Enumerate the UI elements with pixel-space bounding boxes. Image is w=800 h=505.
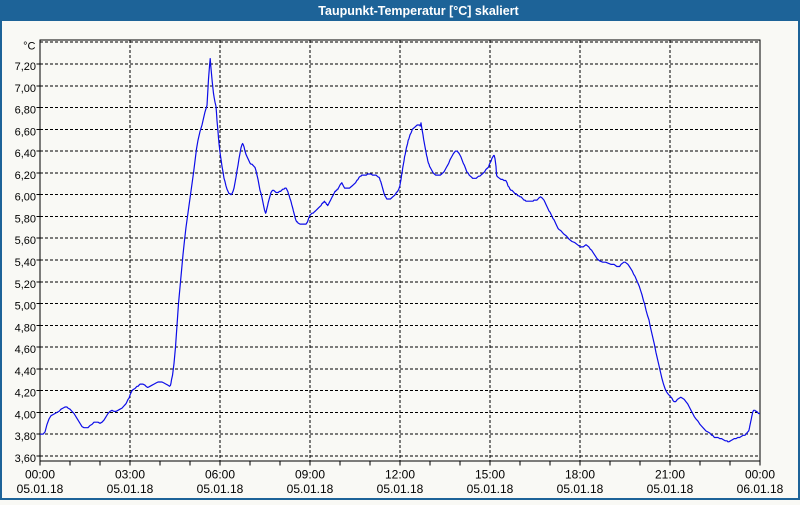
svg-text:6,40: 6,40 [15,148,36,160]
svg-text:06.01.18: 06.01.18 [737,482,784,496]
svg-text:21:00: 21:00 [655,468,685,482]
svg-text:05.01.18: 05.01.18 [197,482,244,496]
svg-text:6,60: 6,60 [15,126,36,138]
svg-text:18:00: 18:00 [565,468,595,482]
svg-text:05.01.18: 05.01.18 [647,482,694,496]
svg-text:4,00: 4,00 [15,409,36,421]
svg-text:7,00: 7,00 [15,83,36,95]
svg-text:03:00: 03:00 [115,468,145,482]
svg-text:4,40: 4,40 [15,366,36,378]
svg-text:05.01.18: 05.01.18 [557,482,604,496]
svg-text:09:00: 09:00 [295,468,325,482]
svg-text:6,80: 6,80 [15,105,36,117]
svg-text:05.01.18: 05.01.18 [467,482,514,496]
svg-text:5,80: 5,80 [15,213,36,225]
svg-text:05.01.18: 05.01.18 [107,482,154,496]
svg-text:5,40: 5,40 [15,257,36,269]
svg-text:05.01.18: 05.01.18 [287,482,334,496]
svg-text:5,00: 5,00 [15,301,36,313]
svg-text:05.01.18: 05.01.18 [17,482,64,496]
svg-text:5,60: 5,60 [15,235,36,247]
svg-text:05.01.18: 05.01.18 [377,482,424,496]
svg-text:6,20: 6,20 [15,170,36,182]
svg-text:5,20: 5,20 [15,279,36,291]
svg-text:00:00: 00:00 [745,468,775,482]
svg-text:3,60: 3,60 [15,453,36,465]
svg-text:12:00: 12:00 [385,468,415,482]
svg-text:06:00: 06:00 [205,468,235,482]
svg-text:7,20: 7,20 [15,61,36,73]
svg-text:°C: °C [23,41,35,53]
svg-text:4,60: 4,60 [15,344,36,356]
svg-text:15:00: 15:00 [475,468,505,482]
svg-text:00:00: 00:00 [25,468,55,482]
svg-text:4,80: 4,80 [15,322,36,334]
svg-text:4,20: 4,20 [15,388,36,400]
svg-text:6,00: 6,00 [15,192,36,204]
svg-text:3,80: 3,80 [15,431,36,443]
